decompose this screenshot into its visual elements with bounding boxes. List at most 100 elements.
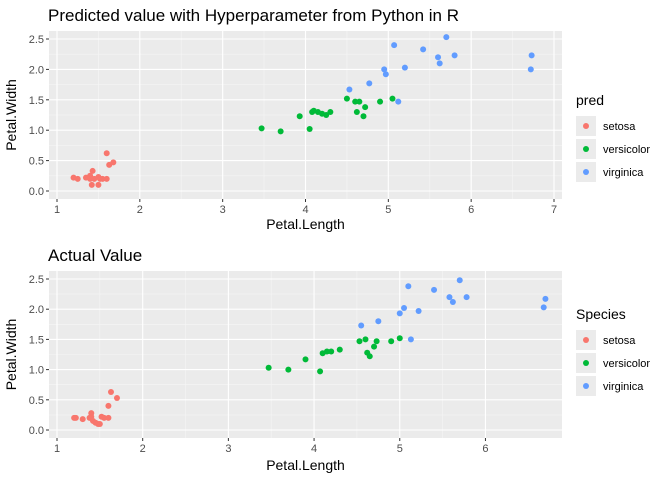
data-point-versicolor [265,364,272,371]
data-point-virginica [401,64,408,71]
data-point-virginica [395,98,402,105]
x-tick-label: 1 [54,443,60,455]
x-tick-label: 3 [225,443,231,455]
data-point-setosa [105,414,112,421]
data-point-setosa [103,175,110,182]
legend-label-versicolor: versicolor [603,358,650,370]
data-point-versicolor [328,348,335,355]
legend-key-setosa [583,337,589,343]
x-tick-label: 4 [311,443,317,455]
legend-label-virginica: virginica [603,167,644,179]
data-point-setosa [107,388,114,395]
data-point-virginica [527,66,534,73]
data-point-versicolor [317,368,324,375]
data-point-setosa [103,150,110,157]
data-point-versicolor [360,113,367,120]
data-point-virginica [407,336,414,343]
data-point-virginica [451,52,458,59]
y-tick-label: 1.0 [29,125,44,137]
x-tick-label: 7 [551,204,557,216]
y-tick-label: 0.5 [29,156,44,168]
data-point-versicolor [362,104,369,111]
legend-key-setosa [583,123,589,129]
data-point-virginica [449,298,456,305]
chart-title: Predicted value with Hyperparameter from… [48,6,459,25]
y-tick-label: 0.5 [29,395,44,407]
data-point-setosa [74,175,81,182]
data-point-virginica [436,60,443,67]
data-point-versicolor [389,95,396,102]
x-tick-label: 2 [137,204,143,216]
legend-title: pred [576,92,604,108]
y-tick-label: 1.5 [29,334,44,346]
data-point-setosa [89,167,96,174]
x-tick-label: 5 [385,204,391,216]
data-point-versicolor [356,338,363,345]
chart-2: 1 2 3 4 5 6 0.0 0.5 1.0 1.5 2.0 2.5 Actual Value Peta… [3,246,650,473]
legend: Species setosa versicolor virginica [576,306,650,396]
legend: pred setosa versicolor virginica [576,92,650,182]
data-point-virginica [405,283,412,290]
y-tick-label: 2.5 [29,274,44,286]
x-tick-label: 3 [220,204,226,216]
legend-key-versicolor [583,360,589,366]
data-point-versicolor [377,98,384,105]
data-point-versicolor [277,128,284,135]
data-point-virginica [391,42,398,49]
legend-key-virginica [583,169,589,175]
data-point-setosa [95,181,102,188]
data-point-versicolor [302,356,309,363]
data-point-versicolor [258,125,265,132]
data-point-virginica [443,34,450,41]
data-point-setosa [87,172,94,179]
data-point-virginica [540,304,547,311]
data-point-virginica [435,54,442,61]
data-point-virginica [382,71,389,78]
y-tick-label: 2.5 [29,34,44,46]
data-point-virginica [415,308,422,315]
y-tick-label: 1.0 [29,365,44,377]
data-point-setosa [88,181,95,188]
data-point-versicolor [323,112,330,118]
chart-1: 1 2 3 4 5 6 7 0.0 0.5 1.0 1.5 2.0 2.5 Predicted value… [3,6,650,232]
data-point-virginica [375,318,382,325]
data-point-virginica [456,277,463,284]
data-point-virginica [542,295,549,302]
data-point-setosa [105,402,112,409]
legend-label-setosa: setosa [603,121,636,133]
data-point-virginica [446,294,453,301]
data-point-versicolor [388,338,395,345]
data-point-setosa [72,414,79,421]
data-point-setosa [101,414,108,421]
data-point-versicolor [356,98,363,105]
x-tick-label: 2 [140,443,146,455]
data-point-virginica [396,310,403,317]
y-tick-label: 0.0 [29,425,44,437]
data-point-setosa [99,175,106,182]
x-tick-label: 6 [482,443,488,455]
legend-label-virginica: virginica [603,381,644,393]
y-tick-label: 1.5 [29,95,44,107]
data-point-setosa [79,416,86,423]
x-tick-label: 5 [397,443,403,455]
data-point-versicolor [353,108,360,115]
data-point-virginica [346,86,353,93]
data-point-versicolor [327,108,334,115]
x-axis-label: Petal.Length [266,216,345,232]
y-tick-label: 2.0 [29,304,44,316]
data-point-setosa [113,394,120,401]
y-tick-label: 0.0 [29,186,44,198]
x-tick-label: 6 [468,204,474,216]
legend-key-versicolor [583,146,589,152]
data-point-virginica [381,66,388,73]
legend-title: Species [576,306,626,322]
legend-key-virginica [583,383,589,389]
x-axis-label: Petal.Length [266,457,345,473]
data-point-virginica [463,294,470,301]
data-point-setosa [110,159,117,166]
data-point-virginica [420,46,427,53]
data-point-versicolor [306,125,313,132]
data-point-versicolor [343,95,350,102]
